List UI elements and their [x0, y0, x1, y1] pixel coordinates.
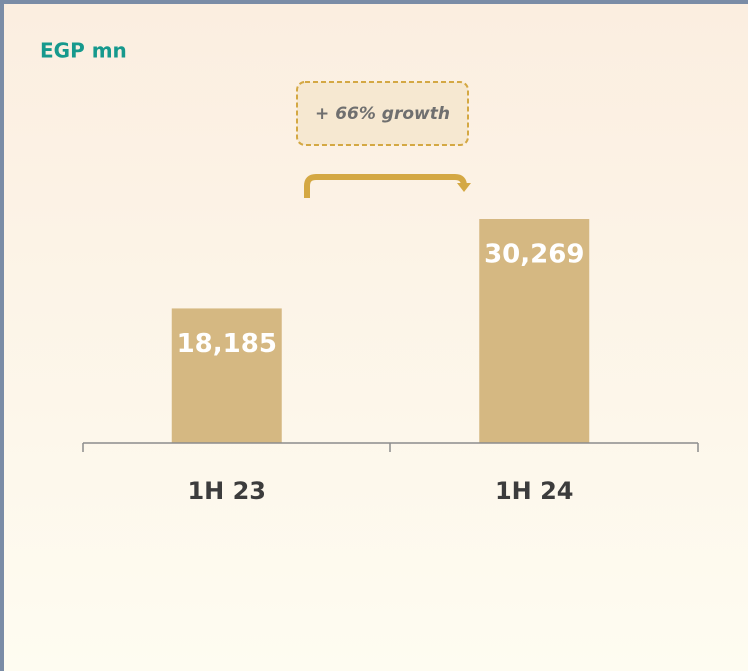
frame-left [0, 0, 4, 671]
axis [82, 442, 699, 452]
frame-top [0, 0, 748, 4]
annotation: + 66% growth [315, 104, 450, 124]
value-label: 30,269 [484, 240, 584, 270]
unit-label: EGP mn [40, 39, 127, 63]
x-tick-label: 1H 23 [187, 477, 266, 505]
bar [479, 219, 590, 443]
annotation-box [296, 81, 469, 146]
value-label: 18,185 [177, 329, 277, 359]
growth-arrow [304, 174, 467, 198]
bar [171, 308, 282, 443]
x-tick-label: 1H 24 [495, 477, 574, 505]
arrow-head [457, 183, 471, 192]
